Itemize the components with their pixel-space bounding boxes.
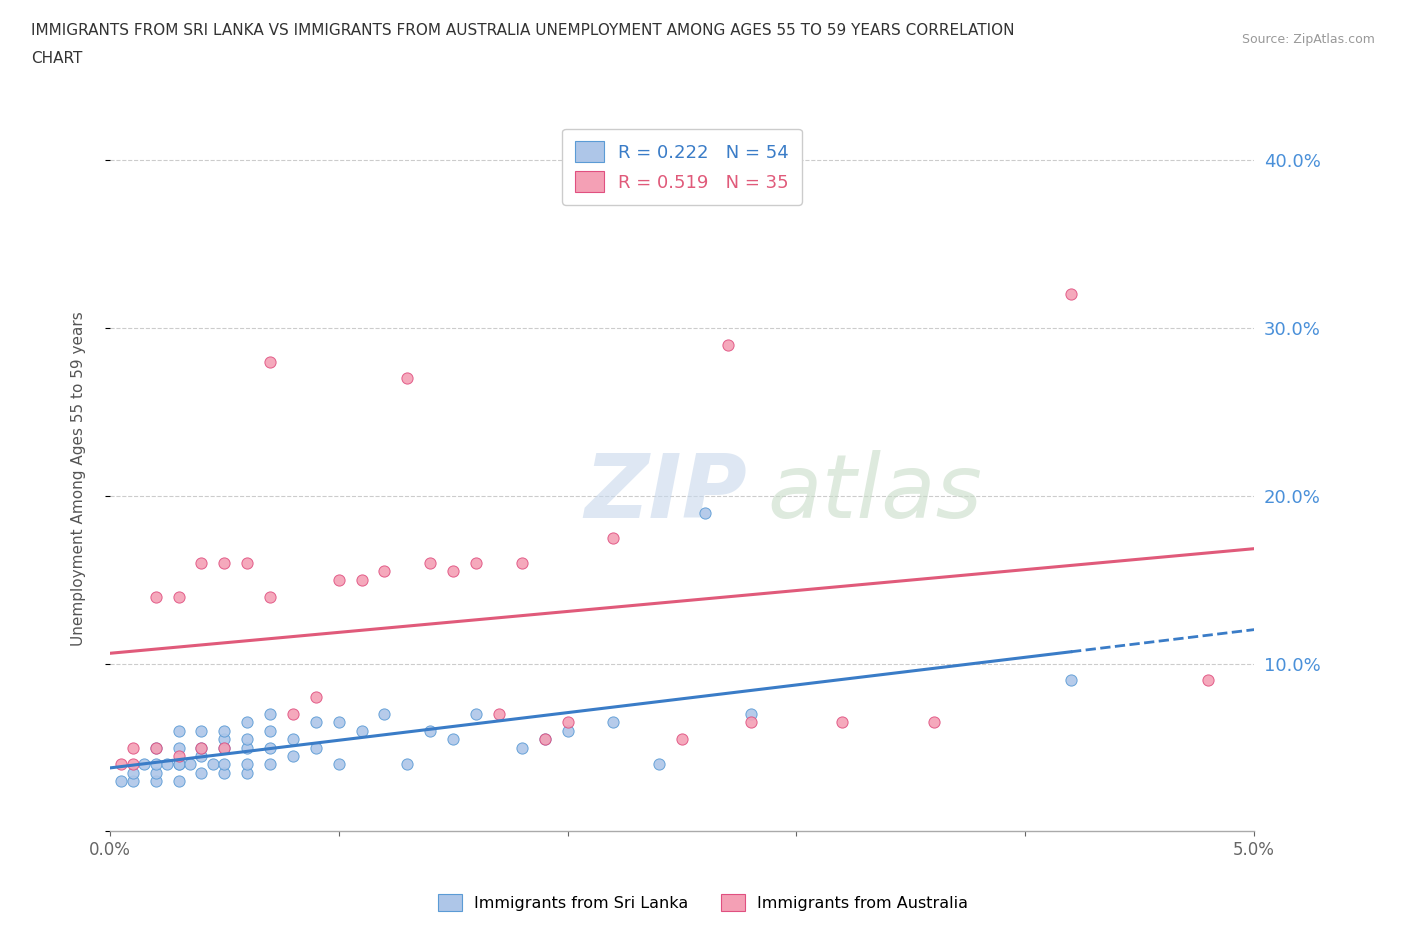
Text: CHART: CHART xyxy=(31,51,83,66)
Point xyxy=(190,555,212,570)
Point xyxy=(110,774,132,789)
Point xyxy=(190,724,212,738)
Point xyxy=(214,724,236,738)
Legend: R = 0.222   N = 54, R = 0.519   N = 35: R = 0.222 N = 54, R = 0.519 N = 35 xyxy=(562,128,801,205)
Point xyxy=(214,765,236,780)
Point xyxy=(740,715,762,730)
Point xyxy=(121,765,143,780)
Point xyxy=(167,724,190,738)
Point xyxy=(510,555,533,570)
Point xyxy=(373,707,395,722)
Legend: Immigrants from Sri Lanka, Immigrants from Australia: Immigrants from Sri Lanka, Immigrants fr… xyxy=(432,887,974,917)
Point xyxy=(671,732,693,747)
Point xyxy=(465,555,488,570)
Point xyxy=(121,740,143,755)
Point xyxy=(190,740,212,755)
Point xyxy=(167,757,190,772)
Point xyxy=(236,757,259,772)
Point xyxy=(121,757,143,772)
Point xyxy=(648,757,671,772)
Y-axis label: Unemployment Among Ages 55 to 59 years: Unemployment Among Ages 55 to 59 years xyxy=(72,312,86,646)
Point xyxy=(396,757,419,772)
Point xyxy=(167,774,190,789)
Point xyxy=(236,732,259,747)
Point xyxy=(145,757,167,772)
Point xyxy=(350,724,373,738)
Point xyxy=(488,707,510,722)
Point xyxy=(557,715,579,730)
Point xyxy=(121,774,143,789)
Point xyxy=(602,715,624,730)
Point xyxy=(236,715,259,730)
Point xyxy=(214,732,236,747)
Point xyxy=(179,757,201,772)
Point xyxy=(214,757,236,772)
Point xyxy=(145,740,167,755)
Text: IMMIGRANTS FROM SRI LANKA VS IMMIGRANTS FROM AUSTRALIA UNEMPLOYMENT AMONG AGES 5: IMMIGRANTS FROM SRI LANKA VS IMMIGRANTS … xyxy=(31,23,1015,38)
Point xyxy=(281,732,304,747)
Point xyxy=(740,707,762,722)
Point xyxy=(259,740,281,755)
Point xyxy=(396,371,419,386)
Text: ZIP: ZIP xyxy=(585,449,748,537)
Point xyxy=(281,749,304,764)
Point xyxy=(236,555,259,570)
Point xyxy=(717,338,740,352)
Point xyxy=(145,740,167,755)
Point xyxy=(305,740,328,755)
Point xyxy=(1060,673,1083,688)
Point xyxy=(259,724,281,738)
Point xyxy=(328,757,350,772)
Point xyxy=(201,757,224,772)
Point xyxy=(922,715,945,730)
Point xyxy=(190,749,212,764)
Point xyxy=(145,774,167,789)
Point xyxy=(167,589,190,604)
Point xyxy=(533,732,555,747)
Text: Source: ZipAtlas.com: Source: ZipAtlas.com xyxy=(1241,33,1375,46)
Text: atlas: atlas xyxy=(768,450,983,536)
Point xyxy=(533,732,555,747)
Point xyxy=(167,740,190,755)
Point xyxy=(441,564,464,578)
Point xyxy=(419,724,441,738)
Point xyxy=(350,572,373,587)
Point xyxy=(259,707,281,722)
Point xyxy=(214,740,236,755)
Point xyxy=(328,715,350,730)
Point xyxy=(259,354,281,369)
Point xyxy=(259,757,281,772)
Point xyxy=(305,690,328,705)
Point xyxy=(236,765,259,780)
Point xyxy=(236,740,259,755)
Point xyxy=(1060,287,1083,302)
Point xyxy=(693,505,716,520)
Point xyxy=(441,732,464,747)
Point xyxy=(602,530,624,545)
Point xyxy=(145,765,167,780)
Point xyxy=(190,765,212,780)
Point xyxy=(281,707,304,722)
Point xyxy=(305,715,328,730)
Point xyxy=(557,724,579,738)
Point xyxy=(134,757,156,772)
Point xyxy=(145,589,167,604)
Point xyxy=(328,572,350,587)
Point xyxy=(510,740,533,755)
Point xyxy=(831,715,853,730)
Point xyxy=(167,757,190,772)
Point xyxy=(1197,673,1219,688)
Point xyxy=(373,564,395,578)
Point xyxy=(214,555,236,570)
Point xyxy=(190,740,212,755)
Point xyxy=(465,707,488,722)
Point xyxy=(167,749,190,764)
Point xyxy=(259,589,281,604)
Point xyxy=(156,757,179,772)
Point xyxy=(419,555,441,570)
Point xyxy=(214,740,236,755)
Point xyxy=(110,757,132,772)
